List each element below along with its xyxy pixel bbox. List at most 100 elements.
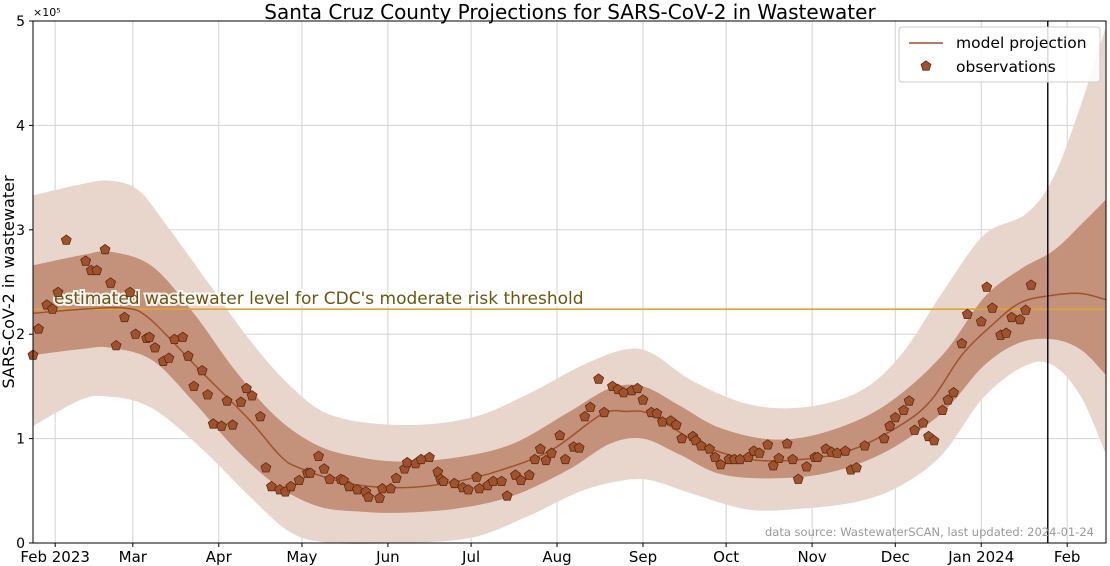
observation-point <box>981 281 993 292</box>
observation-point <box>241 382 252 394</box>
observation-point <box>637 394 649 405</box>
observation-point <box>695 440 707 451</box>
observation-point <box>851 462 862 473</box>
observation-point <box>948 387 959 398</box>
inner-band-group <box>33 199 1106 513</box>
observation-point <box>584 401 596 412</box>
observation-point <box>99 243 111 255</box>
observation-point <box>709 451 721 462</box>
observation-point <box>523 469 535 480</box>
observation-point <box>177 331 189 342</box>
observation-point <box>188 380 200 391</box>
observation-point <box>246 390 258 401</box>
observation-point <box>773 452 785 463</box>
observation-point <box>401 456 413 468</box>
observation-point <box>1014 313 1026 325</box>
observation-point <box>52 286 64 297</box>
observation-point <box>424 451 435 462</box>
observation-point <box>937 404 948 415</box>
observation-point <box>928 435 940 446</box>
x-tick-label: Jun <box>375 548 399 566</box>
observation-point <box>390 472 402 483</box>
observation-point <box>462 484 474 495</box>
x-tick-label: Apr <box>206 548 233 566</box>
observation-point <box>60 234 72 245</box>
observation-point <box>898 404 909 415</box>
observation-point <box>182 350 194 361</box>
x-tick-label: Dec <box>881 548 910 566</box>
observation-point <box>216 420 227 431</box>
inner-uncertainty-band <box>33 199 1106 513</box>
observation-point <box>105 277 117 288</box>
y-axis-label: SARS-CoV-2 in wastewater <box>0 175 18 388</box>
observation-point <box>1020 304 1031 315</box>
observation-point <box>91 264 103 276</box>
y-tick-label: 5 <box>16 14 25 30</box>
chart-title: Santa Cruz County Projections for SARS-C… <box>264 0 876 24</box>
observation-point <box>351 484 363 495</box>
x-tick-label: Jan 2024 <box>947 548 1014 566</box>
observation-point <box>449 477 460 489</box>
x-tick-label: Mar <box>119 548 148 566</box>
observation-point <box>956 337 968 349</box>
observation-point <box>318 463 330 474</box>
legend-observation-marker <box>920 60 932 71</box>
x-tick-label: Sep <box>629 548 657 566</box>
observation-point <box>313 450 324 461</box>
observation-point <box>546 447 557 458</box>
observation-point <box>676 432 688 444</box>
data-source-annotation: data source: WastewaterSCAN, last update… <box>765 525 1094 539</box>
observation-point <box>529 453 541 465</box>
observation-point <box>878 432 890 444</box>
observation-point <box>903 395 915 406</box>
x-tick-label: Jul <box>461 548 480 566</box>
observation-point <box>651 407 663 419</box>
observation-point <box>149 342 161 353</box>
observation-point <box>227 419 239 430</box>
observation-point <box>1025 279 1037 290</box>
observation-point <box>163 352 175 363</box>
observation-point <box>715 459 727 470</box>
observation-point <box>33 323 44 334</box>
observations-group <box>27 234 1037 503</box>
x-tick-label: Oct <box>713 548 739 566</box>
x-tick-label: Nov <box>797 548 826 566</box>
observation-point <box>293 474 305 485</box>
observation-point <box>986 302 998 313</box>
legend-projection-label: model projection <box>956 34 1087 52</box>
observation-point <box>598 406 610 418</box>
observation-point <box>1006 311 1018 323</box>
axes: Feb 2023 Mar Apr May Jun Jul Aug Sep Oct Nov Dec Ja… <box>16 14 1107 566</box>
legend: model projection observations <box>898 26 1101 83</box>
legend-observations-label: observations <box>956 58 1056 76</box>
outer-uncertainty-band <box>33 26 1106 545</box>
threshold-label: estimated wastewater level for CDC's mod… <box>54 289 584 309</box>
observation-point <box>559 453 571 465</box>
observation-point <box>534 443 546 454</box>
observation-point <box>124 286 136 297</box>
y-tick-label: 2 <box>16 327 25 343</box>
observation-point <box>363 491 374 502</box>
observation-point <box>437 475 449 486</box>
observation-point <box>385 483 397 494</box>
observation-point <box>909 424 921 435</box>
observation-point <box>839 445 851 456</box>
observation-point <box>762 439 774 450</box>
observation-point <box>144 331 155 342</box>
observation-point <box>781 438 793 449</box>
plot-frame <box>32 20 1107 544</box>
legend-box <box>898 26 1101 83</box>
x-tick-label: Feb 2023 <box>20 548 90 566</box>
observation-point <box>859 440 871 451</box>
observation-point <box>792 473 804 484</box>
observation-point <box>501 490 513 501</box>
y-tick-label: 1 <box>16 432 25 448</box>
observation-point <box>196 365 208 376</box>
observation-point <box>884 420 896 431</box>
x-tick-label: Aug <box>542 548 571 566</box>
observation-point <box>254 411 266 422</box>
observation-point <box>221 395 233 406</box>
observation-point <box>573 442 585 453</box>
observation-point <box>266 480 277 492</box>
